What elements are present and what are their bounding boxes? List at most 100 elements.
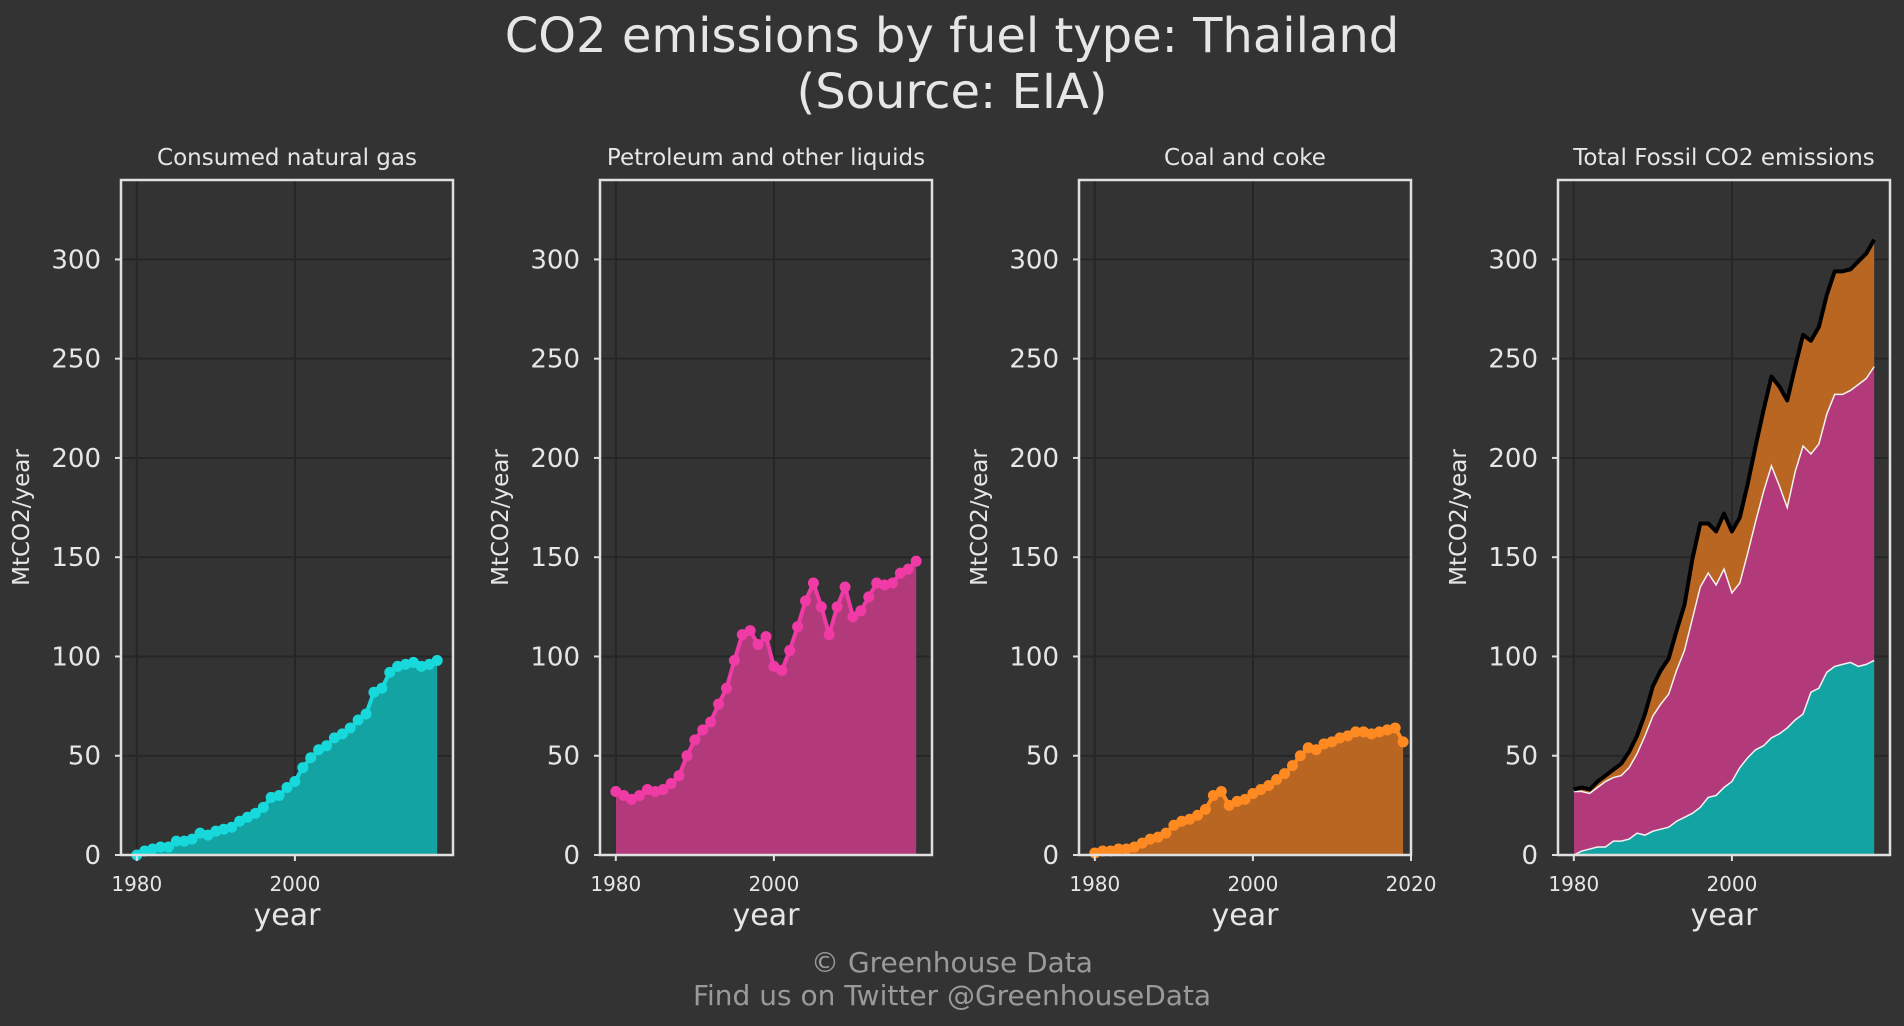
data-point — [1192, 809, 1204, 821]
footer-twitter: Find us on Twitter @GreenhouseData — [693, 979, 1211, 1012]
y-tick-label: 150 — [1488, 543, 1538, 573]
y-tick-label: 50 — [547, 742, 580, 772]
data-point — [1350, 726, 1362, 738]
footer-copyright: © Greenhouse Data — [811, 946, 1093, 979]
data-point — [910, 555, 922, 567]
y-tick-label: 100 — [1488, 642, 1538, 672]
data-point — [155, 841, 167, 853]
y-axis-label: MtCO2/year — [967, 449, 993, 586]
data-point — [321, 740, 333, 752]
stacked-boundary-petroleum — [1573, 366, 1875, 795]
data-point — [807, 577, 819, 589]
data-point — [886, 577, 898, 589]
area-fill-coal — [1094, 727, 1404, 855]
chart-panel-1: 0 50 100 150 200 250 300 1980 2000 Consumed natur… — [9, 145, 455, 933]
x-axis-label: year — [1212, 898, 1280, 933]
data-point — [384, 666, 396, 678]
data-point — [744, 625, 756, 637]
x-tick-label: 2000 — [1227, 872, 1278, 896]
data-point — [800, 595, 812, 607]
data-point — [1286, 760, 1298, 772]
y-tick-label: 50 — [1026, 742, 1059, 772]
x-tick-label: 2000 — [748, 872, 799, 896]
panel-title: Total Fossil CO2 emissions — [1572, 145, 1875, 171]
data-point — [831, 601, 843, 613]
data-point — [863, 591, 875, 603]
y-tick-label: 100 — [1009, 642, 1059, 672]
data-point — [823, 629, 835, 641]
data-point — [776, 664, 788, 676]
total-emissions-line — [1573, 238, 1876, 792]
data-point — [760, 631, 772, 643]
chart-panel-3: 0 50 100 150 200 250 300 1980 2000 2020 Coal and c… — [967, 145, 1436, 933]
y-tick-label: 150 — [51, 543, 101, 573]
data-point — [1310, 744, 1322, 756]
data-point — [697, 724, 709, 736]
data-point — [170, 835, 182, 847]
data-point — [376, 682, 388, 694]
area-fill-gas — [136, 660, 438, 855]
y-tick-label: 0 — [84, 841, 101, 871]
x-axis-label: year — [254, 898, 322, 933]
y-tick-label: 250 — [51, 345, 101, 375]
data-point — [1271, 774, 1283, 786]
data-point — [289, 776, 301, 788]
panel-title: Petroleum and other liquids — [607, 145, 925, 171]
panel-title: Consumed natural gas — [157, 145, 417, 171]
y-tick-label: 0 — [563, 841, 580, 871]
data-point — [186, 833, 198, 845]
y-tick-label: 250 — [1488, 345, 1538, 375]
data-point — [1279, 768, 1291, 780]
chart-panel-2: 0 50 100 150 200 250 300 1980 2000 Petroleum and … — [488, 145, 934, 933]
data-point — [902, 563, 914, 575]
y-tick-label: 200 — [530, 444, 580, 474]
figure-title: CO2 emissions by fuel type: Thailand — [505, 8, 1400, 64]
data-point — [226, 821, 238, 833]
data-point — [162, 841, 174, 853]
data-point — [1389, 722, 1401, 734]
x-axis-label: year — [1691, 898, 1759, 933]
data-point — [249, 807, 261, 819]
data-point — [360, 708, 372, 720]
y-tick-label: 300 — [1488, 245, 1538, 275]
data-point — [634, 789, 646, 801]
plot-frame — [1556, 178, 1892, 857]
y-tick-label: 50 — [1505, 742, 1538, 772]
y-tick-label: 50 — [68, 742, 101, 772]
data-point — [336, 728, 348, 740]
data-point — [839, 581, 851, 593]
y-tick-label: 250 — [530, 345, 580, 375]
data-point — [1239, 793, 1251, 805]
x-tick-label: 1980 — [111, 872, 162, 896]
data-point — [673, 770, 685, 782]
data-point — [720, 682, 732, 694]
data-point — [431, 654, 443, 666]
chart-panel-4: 0 50 100 150 200 250 300 1980 2000 Total Fossil C… — [1446, 145, 1892, 933]
x-tick-label: 1980 — [1069, 872, 1120, 896]
y-tick-label: 100 — [530, 642, 580, 672]
data-point — [657, 783, 669, 795]
x-tick-label: 1980 — [590, 872, 641, 896]
stacked-area-gas — [1573, 660, 1875, 855]
data-point — [352, 714, 364, 726]
data-point — [689, 734, 701, 746]
data-point — [1199, 803, 1211, 815]
data-point — [1160, 827, 1172, 839]
data-point — [257, 801, 269, 813]
x-tick-label: 2000 — [1706, 872, 1757, 896]
data-point — [728, 654, 740, 666]
y-tick-label: 100 — [51, 642, 101, 672]
x-tick-label: 2000 — [269, 872, 320, 896]
data-point — [297, 762, 309, 774]
plot-frame — [1077, 178, 1413, 857]
y-tick-label: 150 — [1009, 543, 1059, 573]
data-point — [705, 716, 717, 728]
data-point — [855, 605, 867, 617]
x-tick-label: 2020 — [1386, 872, 1437, 896]
y-tick-label: 200 — [1488, 444, 1538, 474]
data-point — [665, 778, 677, 790]
y-tick-label: 200 — [1009, 444, 1059, 474]
area-fill-petroleum — [615, 561, 917, 855]
